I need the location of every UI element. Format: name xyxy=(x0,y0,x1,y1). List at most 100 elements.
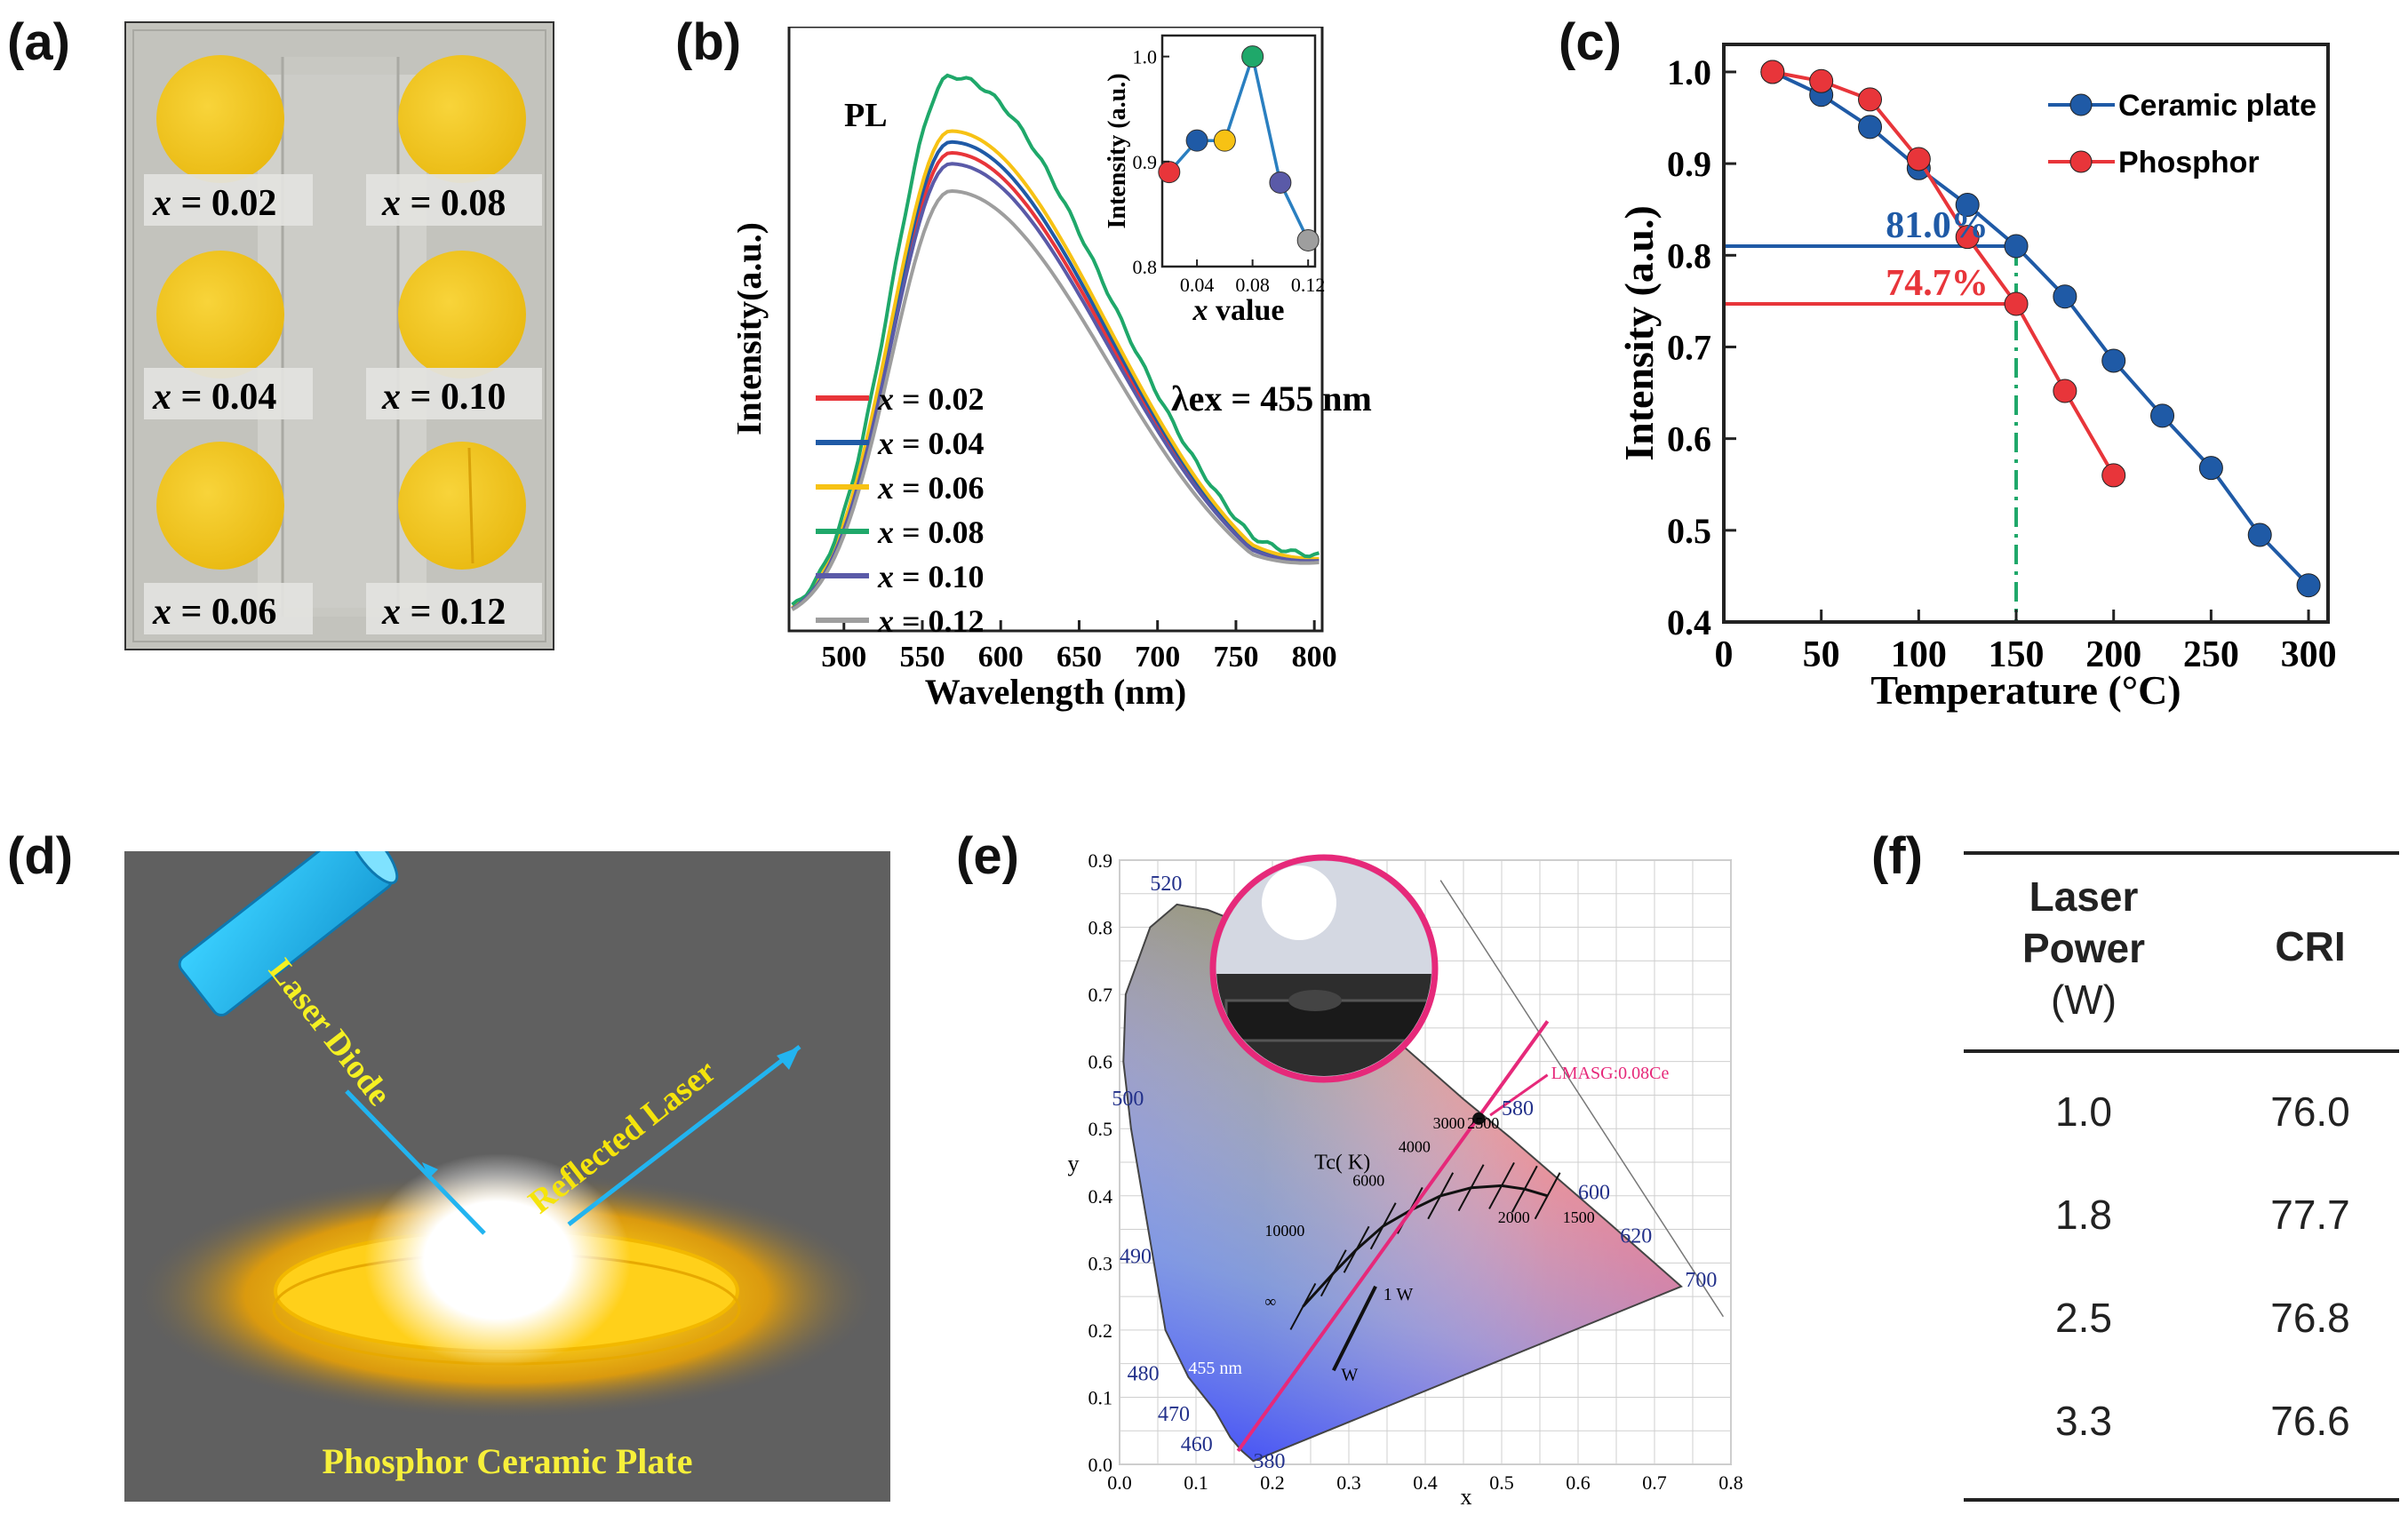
thermal-xtick-label: 300 xyxy=(2281,634,2337,675)
series-point xyxy=(2150,403,2175,428)
cct-label: 1500 xyxy=(1563,1208,1595,1226)
cie-ylabel: y xyxy=(1068,1151,1080,1176)
wavelength-label: 380 xyxy=(1254,1450,1286,1473)
sample-label-0.06: x = 0.06 xyxy=(152,592,276,633)
laser-schematic: Laser Diode Reflected Laser Phosphor Cer… xyxy=(124,823,890,1502)
isotemp-line xyxy=(1457,1164,1485,1212)
cie-ytick-label: 0.7 xyxy=(1088,984,1113,1006)
panel-label-b: (b) xyxy=(675,13,742,71)
inset-xlabel: x value xyxy=(1192,294,1285,327)
wavelength-label: 580 xyxy=(1502,1097,1534,1120)
pl-label: PL xyxy=(844,97,888,134)
header-power-unit: (W) xyxy=(2050,977,2117,1023)
thermal-legend: Ceramic plate Phosphor xyxy=(2048,89,2316,179)
series-point xyxy=(1906,147,1931,171)
isotemp-line xyxy=(1289,1282,1317,1330)
pl-ylabel: Intensity(a.u.) xyxy=(738,222,769,435)
series-point xyxy=(1955,225,1980,250)
isotemp-line xyxy=(1427,1172,1455,1220)
panel-label-f: (f) xyxy=(1871,827,1923,885)
pl-xtick-label: 500 xyxy=(821,641,866,674)
inset-point xyxy=(1185,129,1208,152)
cie-xtick-label: 0.2 xyxy=(1260,1471,1285,1494)
power-label-w: W xyxy=(1341,1366,1358,1385)
pl-xtick-label: 600 xyxy=(978,641,1024,674)
cie-ytick-label: 0.5 xyxy=(1088,1118,1113,1140)
pl-curve-0.08 xyxy=(791,73,1320,606)
series-point xyxy=(1858,87,1883,112)
pl-legend: x = 0.02 x = 0.04 x = 0.06 x = 0.08 x = 0.10… xyxy=(816,381,985,639)
legend-entry: x = 0.12 xyxy=(877,603,985,639)
wavelength-label: 490 xyxy=(1120,1245,1152,1268)
cell-power: 2.5 xyxy=(2055,1295,2112,1341)
wavelength-label: 600 xyxy=(1578,1182,1610,1205)
planckian-locus xyxy=(1302,1184,1549,1308)
thermal-xtick-label: 250 xyxy=(2183,634,2239,675)
isotemp-line xyxy=(1343,1225,1370,1273)
series-point xyxy=(2101,463,2126,488)
legend-entry: x = 0.04 xyxy=(877,426,985,461)
tc-label: Tc( K) xyxy=(1314,1152,1370,1175)
cie-ytick-label: 0.0 xyxy=(1088,1454,1113,1476)
cie-ytick-label: 0.6 xyxy=(1088,1051,1113,1073)
pl-curve-0.06 xyxy=(791,129,1320,610)
isotemp-line xyxy=(1488,1161,1515,1209)
isotemp-line xyxy=(1534,1172,1561,1220)
cie-xtick-label: 0.0 xyxy=(1107,1471,1132,1494)
cie-xtick-label: 0.1 xyxy=(1184,1471,1208,1494)
pl-xlabel: Wavelength (nm) xyxy=(925,672,1186,712)
cie-xtick-label: 0.8 xyxy=(1718,1471,1743,1494)
panel-label-d: (d) xyxy=(7,827,74,885)
table-row: 3.3 76.6 xyxy=(1964,1397,2399,1459)
wavelength-label: 620 xyxy=(1620,1225,1652,1248)
series-point xyxy=(1858,115,1883,140)
inset-point xyxy=(1213,129,1236,152)
sample-label-0.02: x = 0.02 xyxy=(152,183,276,224)
thermal-plot-frame xyxy=(1722,43,2330,624)
legend-marker xyxy=(2069,93,2093,116)
cie-ytick-label: 0.2 xyxy=(1088,1320,1113,1342)
cell-power: 1.0 xyxy=(2055,1088,2112,1135)
inset-point xyxy=(1296,228,1320,251)
phosphor-plate-label: Phosphor Ceramic Plate xyxy=(323,1441,693,1481)
cie-inset-photo xyxy=(1209,854,1439,1083)
inset-xtick-label: 0.04 xyxy=(1180,274,1215,296)
header-power-line2: Power xyxy=(2021,925,2146,971)
cie-xlabel: x xyxy=(1461,1484,1472,1510)
panel-c-chart: 0 50 100 150 200 250 300 0.4 0.5 0.6 0.7 0.8 0.9 1.0 … xyxy=(1599,27,2408,729)
thermal-ytick-label: 0.5 xyxy=(1667,511,1711,551)
thermal-ylabel: Intensity (a.u.) xyxy=(1616,205,1662,461)
table-top-rule xyxy=(1964,851,2399,855)
series-point xyxy=(2004,234,2029,259)
inset-point xyxy=(1269,171,1292,194)
series-point xyxy=(1760,60,1785,84)
sample-photo: x = 0.02 x = 0.08 x = 0.04 x = 0.10 x = … xyxy=(123,20,556,652)
excitation-label: λex = 455 nm xyxy=(1171,379,1372,419)
thermal-ytick-label: 0.9 xyxy=(1667,144,1711,184)
wavelength-label: 470 xyxy=(1158,1403,1190,1426)
thermal-xtick-label: 0 xyxy=(1715,634,1734,675)
series-point xyxy=(2053,284,2077,309)
isotemp-line xyxy=(1320,1249,1347,1297)
panel-d-schematic: Laser Diode Reflected Laser Phosphor Cer… xyxy=(124,823,890,1502)
sample-label-0.10: x = 0.10 xyxy=(381,377,506,418)
series-point xyxy=(2004,291,2029,316)
series-point xyxy=(1809,68,1834,93)
cie-xtick-label: 0.6 xyxy=(1566,1471,1591,1494)
cell-cri: 76.6 xyxy=(2270,1398,2350,1444)
sample-plate-0.10 xyxy=(398,251,526,379)
pl-curve-0.12 xyxy=(791,188,1320,611)
annotation-label: 74.7% xyxy=(1886,263,1989,304)
panel-label-c: (c) xyxy=(1559,13,1622,71)
inset-xtick-label: 0.08 xyxy=(1235,274,1270,296)
cell-power: 1.8 xyxy=(2055,1192,2112,1238)
inset-ytick-label: 1.0 xyxy=(1133,46,1158,68)
inset-ytick-label: 0.9 xyxy=(1133,151,1158,173)
sample-point xyxy=(1472,1112,1486,1125)
table-row: 2.5 76.8 xyxy=(1964,1294,2399,1356)
spectral-locus xyxy=(1122,903,1683,1463)
cri-table: Laser Power (W) CRI 1.0 76.0 1.8 77.7 2.5 76.… xyxy=(1964,851,2399,1509)
header-cri: CRI xyxy=(2275,923,2346,969)
thermal-quenching-chart: 0 50 100 150 200 250 3000.40.50.60.70.80.91.0 … xyxy=(1616,43,2337,713)
cie-xtick-label: 0.7 xyxy=(1642,1471,1667,1494)
